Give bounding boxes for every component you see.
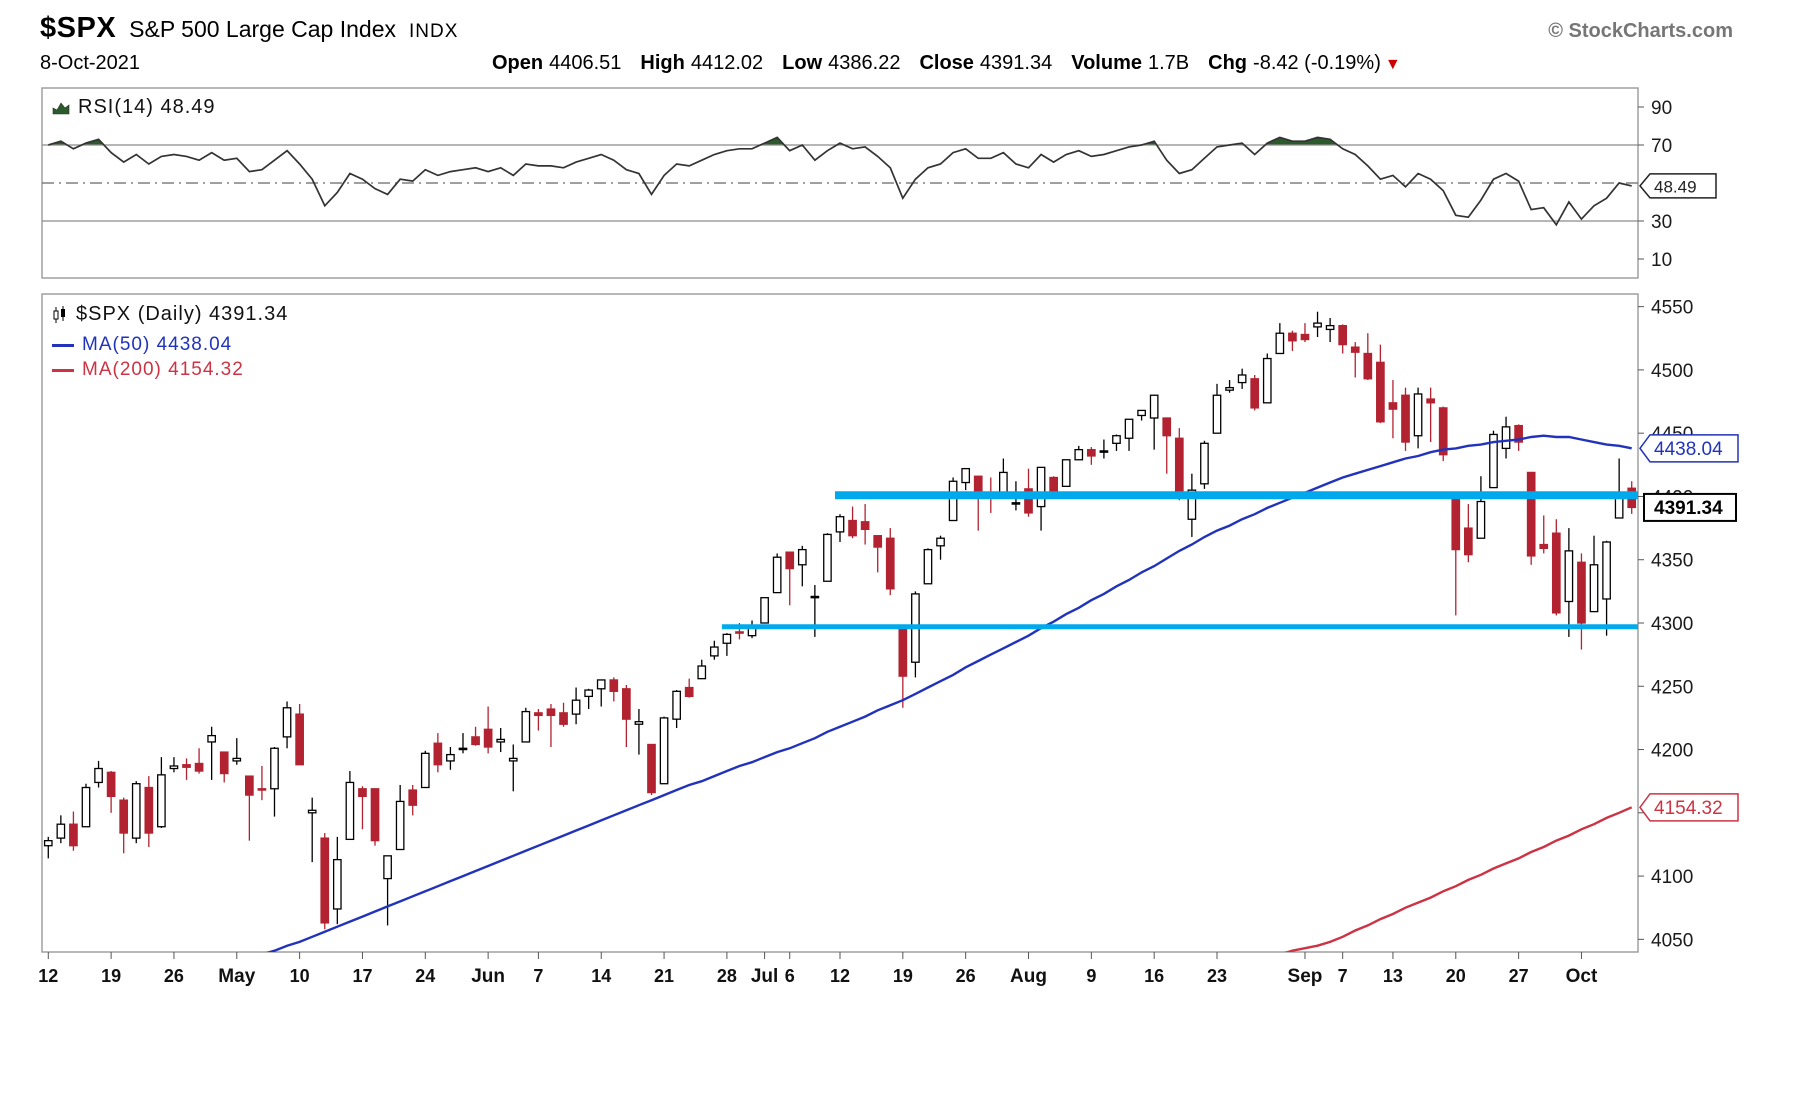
chart-header: $SPX S&P 500 Large Cap Index INDX — [40, 12, 458, 45]
ma200-line — [1283, 806, 1633, 952]
close-field: Close 4391.34 — [919, 52, 1052, 75]
price-legend: $SPX (Daily) 4391.34 — [52, 303, 288, 326]
x-axis-label: 19 — [893, 966, 913, 986]
volume-field: Volume 1.7B — [1071, 52, 1189, 75]
x-axis-label: 10 — [290, 966, 310, 986]
low-field: Low 4386.22 — [782, 52, 900, 75]
svg-text:4438.04: 4438.04 — [1654, 439, 1723, 460]
change-label: Chg — [1208, 52, 1248, 74]
ma50-legend: MA(50) 4438.04 — [52, 334, 232, 356]
stockcharts-watermark: © StockCharts.com — [1548, 20, 1733, 42]
x-axis-label: 14 — [591, 966, 611, 986]
low-value: 4386.22 — [828, 52, 901, 74]
x-axis-label: 26 — [956, 966, 976, 986]
x-axis-label: 16 — [1144, 966, 1164, 986]
x-axis-label: Aug — [1010, 966, 1047, 987]
price-panel — [41, 293, 1639, 953]
ma200-line-swatch — [52, 368, 74, 372]
rsi-legend: RSI(14) 48.49 — [52, 96, 216, 119]
rsi-value-tag — [1639, 173, 1717, 199]
x-axis-label: Jul — [751, 966, 778, 987]
x-axis-label: 27 — [1509, 966, 1529, 986]
candlestick-icon — [53, 305, 65, 323]
change-value: -8.42 (-0.19%) — [1253, 52, 1381, 74]
price-axis-label: 4100 — [1651, 867, 1693, 888]
ma50-line — [266, 434, 1632, 952]
price-axis-label: 4550 — [1651, 298, 1693, 319]
close-label: Close — [919, 52, 974, 74]
close-value: 4391.34 — [979, 52, 1053, 74]
price-legend-label: $SPX (Daily) 4391.34 — [76, 303, 289, 325]
x-axis-label: 12 — [830, 966, 850, 986]
x-axis-label: 21 — [654, 966, 674, 986]
price-axis-label: 4050 — [1651, 930, 1693, 951]
chart-date: 8-Oct-2021 — [40, 52, 141, 74]
x-axis-label: 7 — [533, 966, 543, 986]
price-axis-label: 4250 — [1651, 677, 1693, 698]
index-name: S&P 500 Large Cap Index — [129, 16, 396, 42]
rsi-line — [48, 136, 1632, 227]
svg-text:4391.34: 4391.34 — [1654, 498, 1723, 519]
x-axis-label: Oct — [1566, 966, 1598, 987]
x-axis-label: 7 — [1338, 966, 1348, 986]
x-axis-label: 9 — [1086, 966, 1096, 986]
quote-fields: Open 4406.51 High 4412.02 Low 4386.22 Close… — [492, 52, 1401, 75]
x-axis-label: Sep — [1288, 966, 1323, 987]
rsi-axis-label: 90 — [1651, 98, 1672, 119]
high-value: 4412.02 — [690, 52, 764, 74]
price-axis-label: 4300 — [1651, 614, 1693, 635]
area-chart-icon — [52, 102, 70, 115]
ma50-legend-label: MA(50) 4438.04 — [82, 334, 233, 355]
ma50-line-swatch — [52, 343, 74, 347]
candles — [43, 311, 1637, 930]
open-value: 4406.51 — [549, 52, 622, 74]
svg-text:4154.32: 4154.32 — [1654, 798, 1723, 819]
open-label: Open — [492, 52, 544, 74]
ma200-legend: MA(200) 4154.32 — [52, 359, 244, 381]
x-axis-label: Jun — [471, 966, 505, 987]
close-price-tag — [1643, 492, 1737, 522]
price-axis-label: 4350 — [1651, 551, 1693, 572]
volume-value: 1.7B — [1147, 52, 1190, 74]
x-axis-label: 23 — [1207, 966, 1227, 986]
change-down-icon: ▼ — [1384, 56, 1401, 73]
rsi-axis-label: 30 — [1651, 212, 1672, 233]
ma200-legend-label: MA(200) 4154.32 — [82, 359, 244, 380]
x-axis-label: 13 — [1383, 966, 1403, 986]
volume-label: Volume — [1071, 52, 1142, 74]
x-axis-label: 24 — [415, 966, 435, 986]
symbol-ticker: $SPX — [40, 12, 117, 44]
high-label: High — [640, 52, 685, 74]
ma50-price-tag — [1639, 434, 1739, 463]
price-axis-label: 4500 — [1651, 361, 1693, 382]
x-axis-label: 17 — [352, 966, 372, 986]
quote-header: 8-Oct-2021 Open 4406.51 High 4412.02 Low 43… — [40, 52, 1401, 75]
x-axis-label: 12 — [38, 966, 58, 986]
low-label: Low — [782, 52, 823, 74]
x-axis-label: May — [218, 966, 255, 987]
exchange-label: INDX — [409, 21, 459, 42]
price-axis-label: 4200 — [1651, 741, 1693, 762]
svg-text:48.49: 48.49 — [1654, 177, 1697, 196]
chart-canvas: 9070301045504500445044004350430042504200… — [38, 87, 1739, 987]
x-axis-label: 20 — [1446, 966, 1466, 986]
x-axis-label: 28 — [717, 966, 737, 986]
x-axis-label: 19 — [101, 966, 121, 986]
ma200-price-tag — [1639, 793, 1739, 822]
rsi-axis-label: 70 — [1651, 136, 1672, 157]
change-field: Chg -8.42 (-0.19%) ▼ — [1208, 52, 1401, 75]
rsi-axis-label: 10 — [1651, 250, 1672, 271]
x-axis-label: 26 — [164, 966, 184, 986]
x-axis-label: 6 — [785, 966, 795, 986]
high-field: High 4412.02 — [640, 52, 763, 75]
rsi-legend-label: RSI(14) 48.49 — [78, 96, 216, 118]
open-field: Open 4406.51 — [492, 52, 621, 75]
